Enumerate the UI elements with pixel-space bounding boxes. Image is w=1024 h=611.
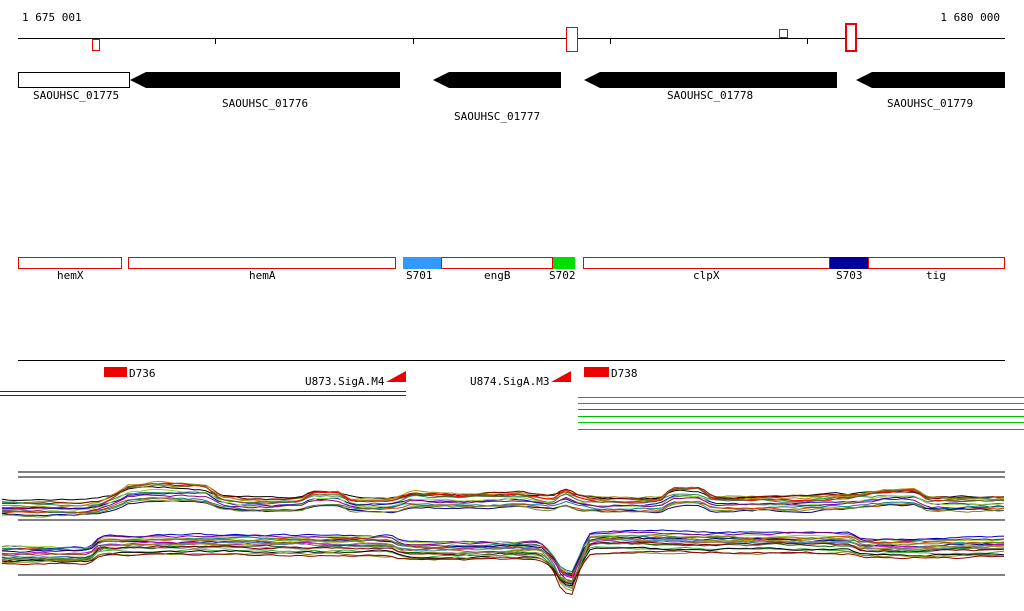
tss-label-u874-siga-m3: U874.SigA.M3 <box>470 375 550 388</box>
feature-s701[interactable] <box>403 257 441 269</box>
feature-s703[interactable] <box>830 257 868 269</box>
ruler-tick <box>413 38 414 44</box>
coverage-line <box>1 551 1005 582</box>
gene-label-saouhsc-01779: SAOUHSC_01779 <box>887 97 974 110</box>
transcript-line-green-5 <box>578 422 1024 423</box>
feature-clpx[interactable] <box>583 257 830 269</box>
feature-s702[interactable] <box>553 257 575 269</box>
coverage-line <box>1 537 1005 592</box>
tss-feature-d736[interactable] <box>104 367 127 377</box>
coverage-line <box>1 486 1005 501</box>
feature-label-s701: S701 <box>406 269 433 282</box>
gene-label-saouhsc-01777: SAOUHSC_01777 <box>454 110 541 123</box>
feature-hema[interactable] <box>128 257 396 269</box>
feature-label-clpx: clpX <box>693 269 720 282</box>
tss-baseline <box>18 360 1005 361</box>
coverage-line <box>1 538 1005 586</box>
ruler-feature[interactable] <box>779 29 788 38</box>
coverage-line <box>1 482 1005 510</box>
coverage-line <box>2 499 1005 518</box>
coverage-line <box>1 536 1005 575</box>
ruler-line <box>18 38 1005 39</box>
transcript-line-green-3 <box>578 409 1024 410</box>
coverage-line <box>1 541 1005 595</box>
transcript-line-red-1 <box>0 391 406 392</box>
feature-label-s702: S702 <box>549 269 576 282</box>
feature-label-s703: S703 <box>836 269 863 282</box>
gene-label-saouhsc-01775: SAOUHSC_01775 <box>33 89 120 102</box>
ruler-end-label: 1 680 000 <box>940 11 1000 24</box>
coverage-line <box>1 483 1004 505</box>
feature-label-hema: hemA <box>249 269 276 282</box>
gene-saouhsc-01778[interactable] <box>584 72 837 88</box>
transcript-line-green-2 <box>578 403 1024 404</box>
tss-feature-u874-siga-m3[interactable] <box>551 371 571 382</box>
coverage-line <box>1 541 1005 590</box>
transcript-line-green-6 <box>578 429 1024 430</box>
feature-hemx[interactable] <box>18 257 122 269</box>
ruler-feature[interactable] <box>566 27 578 52</box>
feature-label-engb: engB <box>484 269 511 282</box>
transcript-line-red-2 <box>0 395 406 396</box>
tss-feature-d738[interactable] <box>584 367 609 377</box>
ruler-feature[interactable] <box>845 23 857 52</box>
transcript-line-green-4 <box>578 416 1024 417</box>
gene-saouhsc-01776[interactable] <box>130 72 400 88</box>
feature-tig[interactable] <box>868 257 1005 269</box>
gene-saouhsc-01775[interactable] <box>18 72 130 88</box>
ruler-feature[interactable] <box>92 39 100 51</box>
transcript-line-green-1 <box>578 397 1024 398</box>
gene-saouhsc-01779[interactable] <box>856 72 1005 88</box>
ruler-tick <box>215 38 216 44</box>
feature-engb[interactable] <box>441 257 553 269</box>
expression-profile-plot <box>1 471 1005 595</box>
ruler-start-label: 1 675 001 <box>22 11 82 24</box>
coverage-line <box>1 494 1005 514</box>
coverage-line <box>1 550 1005 585</box>
gene-label-saouhsc-01776: SAOUHSC_01776 <box>222 97 309 110</box>
ruler-tick <box>807 38 808 44</box>
tss-label-d738: D738 <box>611 367 638 380</box>
coverage-line <box>1 531 1005 583</box>
feature-label-tig: tig <box>926 269 946 282</box>
feature-label-hemx: hemX <box>57 269 84 282</box>
tss-feature-u873-siga-m4[interactable] <box>386 371 406 382</box>
gene-saouhsc-01777[interactable] <box>433 72 561 88</box>
gene-label-saouhsc-01778: SAOUHSC_01778 <box>667 89 754 102</box>
tss-label-u873-siga-m4: U873.SigA.M4 <box>305 375 385 388</box>
coverage-line <box>1 497 1005 514</box>
tss-label-d736: D736 <box>129 367 156 380</box>
coverage-line <box>1 480 1005 509</box>
ruler-tick <box>610 38 611 44</box>
